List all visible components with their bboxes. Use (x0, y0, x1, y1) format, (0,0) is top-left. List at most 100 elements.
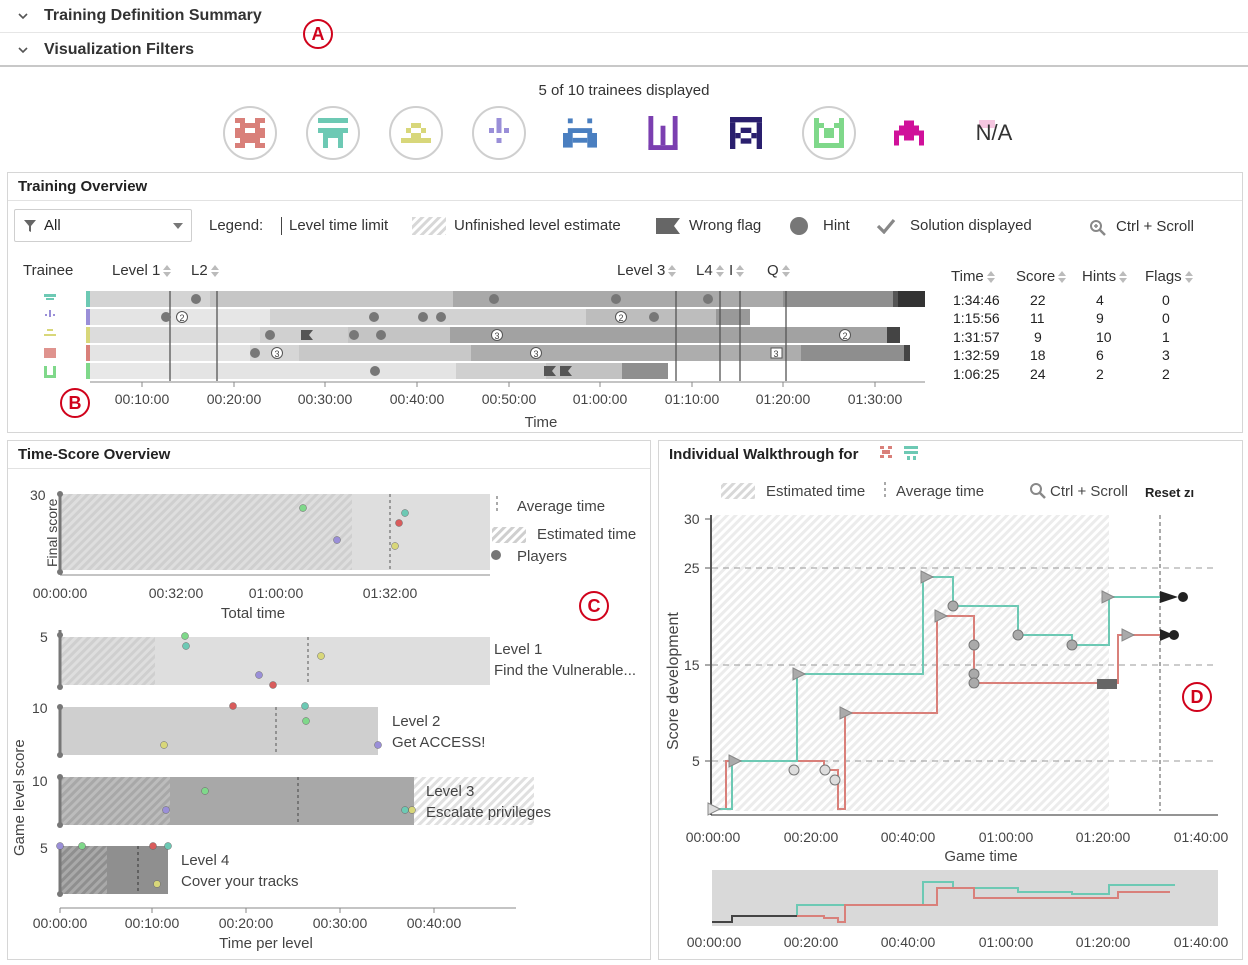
col-level1[interactable]: Level 1 (112, 262, 172, 279)
col-l4[interactable]: L4 (696, 262, 724, 279)
legend-hint: Hint (823, 217, 850, 234)
svg-text:10: 10 (32, 700, 48, 716)
trainee-avatar-violet[interactable] (636, 106, 690, 160)
identicon-icon (730, 117, 762, 149)
sort-icon (1184, 271, 1193, 284)
hint-icon (790, 217, 808, 235)
trainee-na[interactable]: N/A (967, 106, 1021, 160)
col-trainee: Trainee (23, 262, 74, 279)
checkmark-icon (876, 218, 896, 234)
svg-text:00:30:00: 00:30:00 (313, 915, 368, 931)
training-summary-accordion[interactable]: Training Definition Summary (0, 0, 1248, 33)
svg-text:Escalate privileges: Escalate privileges (426, 804, 551, 821)
na-label: N/A (975, 120, 1013, 145)
walkthrough-title-text: Individual Walkthrough for (669, 446, 859, 463)
trainee-avatar-magenta[interactable] (882, 106, 936, 160)
svg-text:30: 30 (684, 511, 700, 527)
unfinished-estimate-icon (412, 217, 446, 235)
svg-text:01:00:00: 01:00:00 (249, 585, 304, 601)
sort-icon (668, 265, 677, 278)
svg-text:01:30:00: 01:30:00 (848, 391, 903, 407)
svg-text:01:00:00: 01:00:00 (979, 934, 1034, 950)
row-avatar-red (44, 348, 56, 358)
marker-a: A (303, 19, 333, 49)
time-score-chart: 30 Final score 00:00:00 00:32:00 01:00:0… (11, 487, 636, 952)
trainee-avatar-navy[interactable] (719, 106, 773, 160)
marker-d: D (1182, 682, 1212, 712)
svg-text:00:40:00: 00:40:00 (881, 934, 936, 950)
trainee-avatar-yellow[interactable] (389, 106, 443, 160)
svg-text:3: 3 (274, 349, 279, 359)
table-row[interactable]: 1:32:59 18 6 3 (953, 347, 1170, 363)
svg-text:30: 30 (30, 487, 46, 503)
svg-text:25: 25 (684, 560, 700, 576)
svg-text:01:32:00: 01:32:00 (363, 585, 418, 601)
chevron-down-icon (18, 13, 28, 20)
visualization-filters-accordion[interactable]: Visualization Filters (0, 34, 1248, 67)
trainee-avatar-blue[interactable] (553, 106, 607, 160)
row-avatar-teal (44, 294, 56, 300)
col-flags[interactable]: Flags (1145, 268, 1193, 285)
col-l2[interactable]: L2 (191, 262, 219, 279)
svg-text:01:20:00: 01:20:00 (1076, 829, 1131, 845)
svg-text:Level 4: Level 4 (181, 852, 229, 869)
col-i[interactable]: I (729, 262, 745, 279)
svg-text:Game time: Game time (944, 848, 1017, 865)
col-q[interactable]: Q (767, 262, 790, 279)
svg-text:Time per level: Time per level (219, 935, 313, 952)
svg-text:01:20:00: 01:20:00 (1076, 934, 1131, 950)
table-row[interactable]: 1:06:25 24 2 2 (953, 366, 1170, 382)
svg-text:01:40:00: 01:40:00 (1174, 934, 1229, 950)
svg-text:00:20:00: 00:20:00 (219, 915, 274, 931)
hint-badges (176, 311, 851, 359)
svg-text:Players: Players (517, 548, 567, 565)
col-score[interactable]: Score (1016, 268, 1067, 285)
marker-c: C (579, 591, 609, 621)
col-time[interactable]: Time (951, 268, 995, 285)
sort-icon (1058, 271, 1067, 284)
svg-text:01:10:00: 01:10:00 (665, 391, 720, 407)
sort-icon (736, 265, 745, 278)
walkthrough-trainee-icons (880, 446, 918, 460)
level-time-limit-icon (281, 217, 282, 235)
svg-text:00:32:00: 00:32:00 (149, 585, 204, 601)
table-row[interactable]: 1:31:57 9 10 1 (953, 329, 1170, 345)
training-overview-title: Training Overview (8, 173, 1242, 201)
row-avatar-yellow (44, 329, 56, 336)
table-row[interactable]: 1:34:46 22 4 0 (953, 292, 1170, 308)
zoom-icon (1030, 483, 1046, 499)
time-brush[interactable] (712, 870, 1218, 926)
svg-text:Level 2: Level 2 (392, 713, 440, 730)
filter-select[interactable]: All (14, 209, 192, 242)
svg-text:00:00:00: 00:00:00 (687, 934, 742, 950)
table-row[interactable]: 1:15:56 11 9 0 (953, 310, 1170, 326)
trainee-avatar-teal[interactable] (306, 106, 360, 160)
legend-wrong-flag: Wrong flag (689, 217, 762, 234)
reset-zoom-button[interactable]: Reset zı (1145, 481, 1205, 503)
trainee-avatar-purple[interactable] (472, 106, 526, 160)
svg-text:00:00:00: 00:00:00 (33, 915, 88, 931)
svg-text:5: 5 (692, 753, 700, 769)
trainee-avatar-green[interactable] (802, 106, 856, 160)
sort-icon (986, 271, 995, 284)
svg-text:Game level score: Game level score (11, 739, 28, 856)
svg-text:Level 3: Level 3 (426, 783, 474, 800)
row-avatar-purple (45, 310, 55, 317)
svg-text:2: 2 (618, 313, 623, 323)
col-hints[interactable]: Hints (1082, 268, 1128, 285)
svg-text:Level 1: Level 1 (494, 641, 542, 658)
legend-level-time-limit: Level time limit (289, 217, 389, 234)
svg-text:01:20:00: 01:20:00 (756, 391, 811, 407)
svg-text:3: 3 (533, 349, 538, 359)
svg-text:Find the Vulnerable...: Find the Vulnerable... (494, 662, 636, 679)
identicon-icon (648, 116, 678, 150)
walkthrough-title: Individual Walkthrough for (659, 441, 1242, 469)
col-level3[interactable]: Level 3 (617, 262, 677, 279)
svg-text:00:10:00: 00:10:00 (125, 915, 180, 931)
zoom-hint: Ctrl + Scroll (1116, 218, 1194, 235)
svg-text:Estimated time: Estimated time (766, 483, 865, 500)
trainee-avatar-red[interactable] (223, 106, 277, 160)
sort-icon (715, 265, 724, 278)
svg-text:00:00:00: 00:00:00 (686, 829, 741, 845)
svg-text:3: 3 (494, 331, 499, 341)
